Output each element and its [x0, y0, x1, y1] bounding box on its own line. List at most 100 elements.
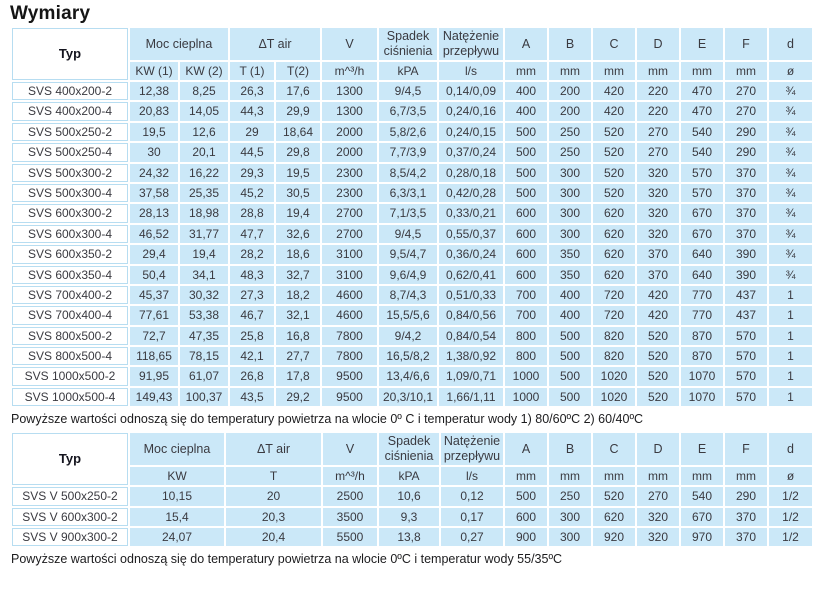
value-cell: 19,5 — [276, 163, 320, 182]
value-cell: 47,35 — [180, 326, 228, 346]
value-cell: ¾ — [769, 224, 812, 244]
col-header-v: V — [323, 433, 377, 466]
type-cell: SVS 1000x500-4 — [12, 387, 128, 407]
type-cell: SVS 500x300-2 — [12, 163, 128, 182]
col-header-typ: Typ — [12, 28, 128, 80]
value-cell: 20,3/10,1 — [379, 387, 437, 407]
value-cell: 870 — [681, 347, 723, 366]
value-cell: 420 — [593, 82, 635, 101]
value-cell: 270 — [725, 82, 767, 101]
unit-t2: T(2) — [276, 62, 320, 80]
table-row: SVS 600x300-2 28,13 18,98 28,8 19,4 2700 7,1/3… — [12, 204, 812, 223]
value-cell: 7,1/3,5 — [379, 204, 437, 223]
value-cell: 300 — [549, 507, 591, 527]
unit-mm-c: mm — [593, 62, 635, 80]
col-header-dt-air: ΔT air — [226, 433, 321, 466]
value-cell: 1070 — [681, 387, 723, 407]
value-cell: 27,7 — [276, 347, 320, 366]
value-cell: 17,8 — [276, 367, 320, 386]
value-cell: 16,8 — [276, 326, 320, 346]
value-cell: 270 — [725, 102, 767, 121]
value-cell: 1/2 — [769, 507, 812, 527]
value-cell: 520 — [637, 326, 679, 346]
value-cell: 370 — [725, 163, 767, 182]
value-cell: 500 — [505, 143, 547, 162]
value-cell: 18,98 — [180, 204, 228, 223]
type-cell: SVS V 600x300-2 — [12, 507, 128, 527]
type-cell: SVS V 500x250-2 — [12, 487, 128, 506]
value-cell: ¾ — [769, 204, 812, 223]
value-cell: 32,1 — [276, 306, 320, 325]
value-cell: 520 — [637, 347, 679, 366]
value-cell: 320 — [637, 204, 679, 223]
value-cell: 500 — [549, 347, 591, 366]
svs-v-dimensions-table: Typ Moc cieplna ΔT air V Spadek ciśnieni… — [10, 431, 814, 548]
value-cell: 46,7 — [230, 306, 274, 325]
unit-mm-e: mm — [681, 62, 723, 80]
table-row: SVS 500x300-2 24,32 16,22 29,3 19,5 2300 8,5/4… — [12, 163, 812, 182]
value-cell: 15,4 — [130, 507, 224, 527]
value-cell: 28,13 — [130, 204, 178, 223]
value-cell: 1,09/0,71 — [439, 367, 503, 386]
value-cell: 370 — [637, 245, 679, 264]
unit-mm-d: mm — [637, 62, 679, 80]
value-cell: 2300 — [322, 163, 377, 182]
value-cell: 290 — [725, 487, 767, 506]
table-row: SVS 600x350-4 50,4 34,1 48,3 32,7 3100 9,6/4,9… — [12, 265, 812, 284]
col-header-dt-air: ΔT air — [230, 28, 320, 60]
value-cell: 0,17 — [441, 507, 503, 527]
value-cell: 770 — [681, 306, 723, 325]
value-cell: 12,38 — [130, 82, 178, 101]
type-cell: SVS 600x350-4 — [12, 265, 128, 284]
value-cell: 16,22 — [180, 163, 228, 182]
unit-mm-d: mm — [637, 467, 679, 486]
value-cell: 0,14/0,09 — [439, 82, 503, 101]
value-cell: 9500 — [322, 367, 377, 386]
value-cell: 500 — [505, 487, 547, 506]
value-cell: 400 — [505, 82, 547, 101]
value-cell: 520 — [637, 367, 679, 386]
table1-footnote: Powyższe wartości odnoszą się do tempera… — [11, 412, 644, 427]
type-cell: SVS 700x400-4 — [12, 306, 128, 325]
unit-m3h: m^³/h — [323, 467, 377, 486]
col-header-a: A — [505, 433, 547, 466]
value-cell: 26,8 — [230, 367, 274, 386]
value-cell: ¾ — [769, 102, 812, 121]
type-cell: SVS 500x300-4 — [12, 183, 128, 203]
value-cell: 30,5 — [276, 183, 320, 203]
type-cell: SVS 700x400-2 — [12, 285, 128, 305]
unit-mm-c: mm — [593, 467, 635, 486]
value-cell: 620 — [593, 507, 635, 527]
value-cell: 30,32 — [180, 285, 228, 305]
value-cell: 470 — [681, 82, 723, 101]
value-cell: 0,84/0,54 — [439, 326, 503, 346]
value-cell: 420 — [593, 102, 635, 121]
unit-t: T — [226, 467, 321, 486]
value-cell: 620 — [593, 245, 635, 264]
value-cell: 570 — [725, 347, 767, 366]
value-cell: 420 — [637, 306, 679, 325]
value-cell: 400 — [549, 306, 591, 325]
value-cell: 1 — [769, 306, 812, 325]
value-cell: 800 — [505, 326, 547, 346]
col-header-natezenie-przeplywu: Natężenie przepływu — [439, 28, 503, 60]
unit-mm-b: mm — [549, 62, 591, 80]
type-cell: SVS 800x500-4 — [12, 347, 128, 366]
value-cell: 620 — [593, 265, 635, 284]
value-cell: 2000 — [322, 143, 377, 162]
value-cell: 437 — [725, 306, 767, 325]
unit-ls: l/s — [439, 62, 503, 80]
unit-t1: T (1) — [230, 62, 274, 80]
value-cell: 9,6/4,9 — [379, 265, 437, 284]
value-cell: 18,6 — [276, 245, 320, 264]
value-cell: 25,35 — [180, 183, 228, 203]
value-cell: 4600 — [322, 285, 377, 305]
table-row: SVS 800x500-2 72,7 47,35 25,8 16,8 7800 9/4,2 0… — [12, 326, 812, 346]
table-row: SVS 700x400-2 45,37 30,32 27,3 18,2 4600 8,7/4… — [12, 285, 812, 305]
col-header-moc-cieplna: Moc cieplna — [130, 28, 228, 60]
value-cell: 3100 — [322, 245, 377, 264]
value-cell: 400 — [549, 285, 591, 305]
value-cell: 15,5/5,6 — [379, 306, 437, 325]
value-cell: 0,51/0,33 — [439, 285, 503, 305]
table-row: SVS 1000x500-4 149,43 100,37 43,5 29,2 9500 20… — [12, 387, 812, 407]
